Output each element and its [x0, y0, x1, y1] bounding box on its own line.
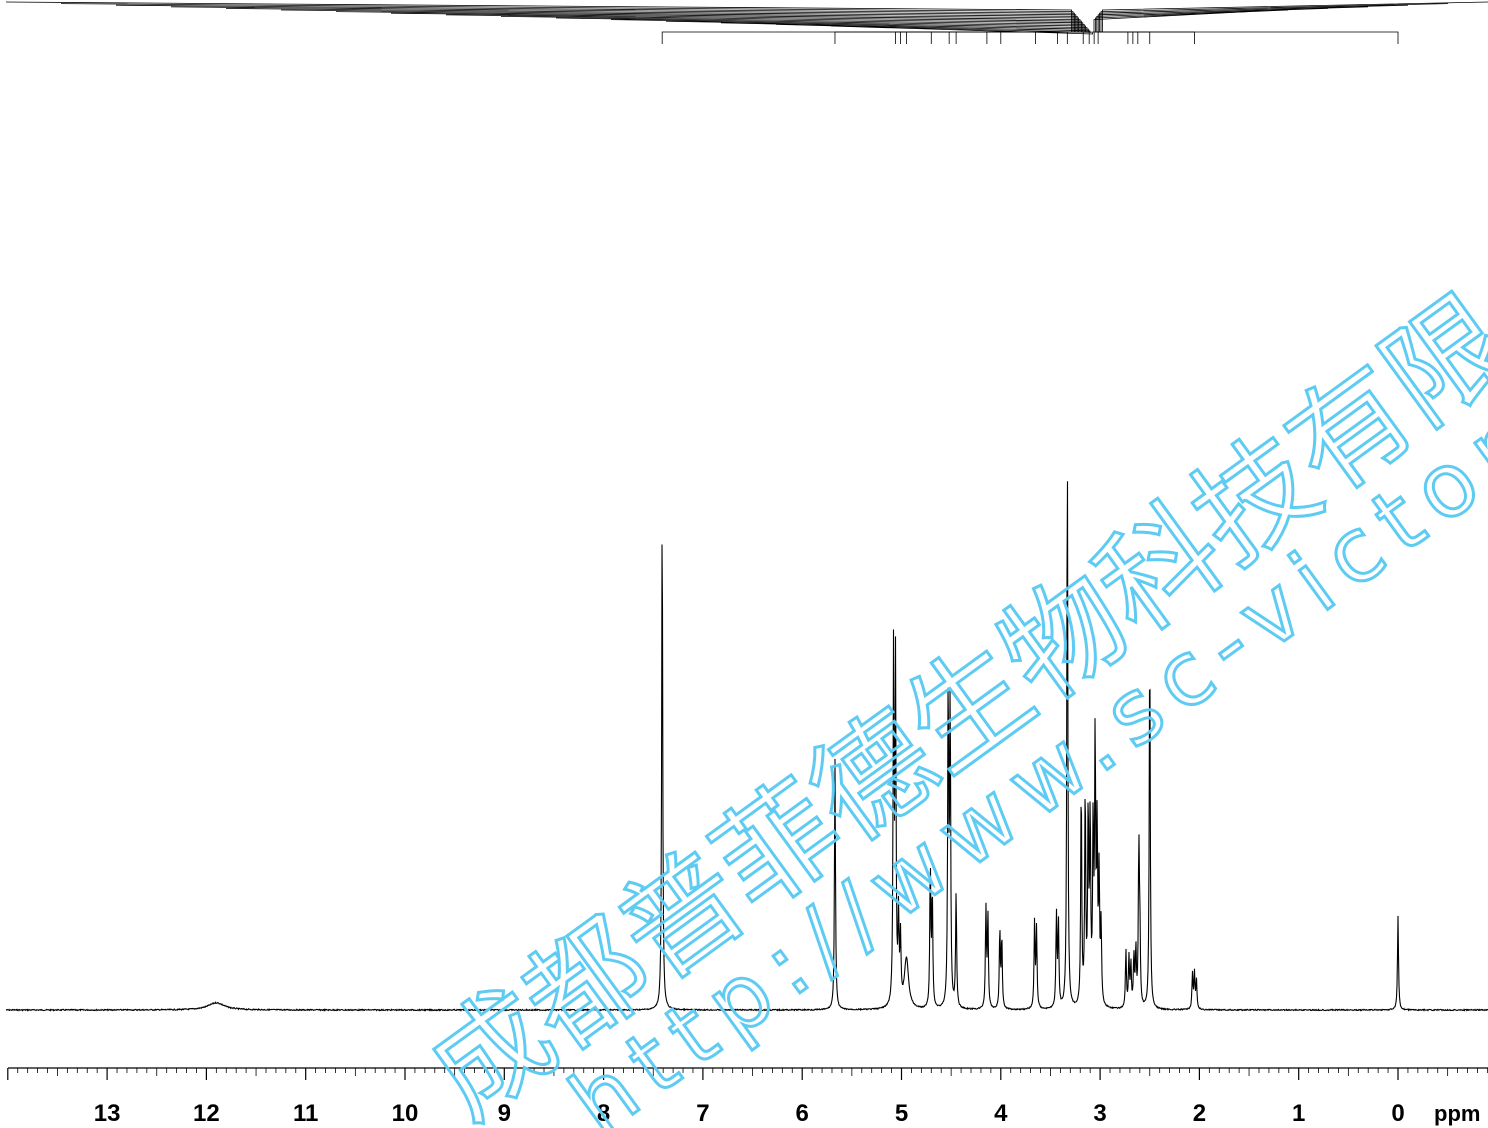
integral-marker [1100, 3, 1449, 44]
x-axis-unit-label: ppm [1434, 1101, 1480, 1126]
x-tick-label: 6 [796, 1100, 809, 1127]
x-tick-label: 12 [193, 1100, 220, 1127]
x-tick-label: 8 [597, 1100, 610, 1127]
integral-marker-lines [5, 1, 1488, 44]
x-tick-label: 0 [1391, 1100, 1404, 1127]
integral-marker [1093, 11, 1249, 44]
integral-marker [1099, 4, 1409, 44]
integral-marker [775, 24, 1092, 44]
spectrum-trace [5, 481, 1488, 1012]
x-tick-label: 13 [94, 1100, 121, 1127]
x-tick-label: 10 [392, 1100, 419, 1127]
integral-marker [665, 20, 1089, 44]
integral-marker [1095, 9, 1289, 44]
x-axis-minor-ticks [17, 1068, 1488, 1076]
x-tick-label: 5 [895, 1100, 908, 1127]
x-tick-label: 4 [994, 1100, 1008, 1127]
x-tick-label: 2 [1193, 1100, 1206, 1127]
x-tick-label: 1 [1292, 1100, 1305, 1127]
x-axis-tick-labels: 13 12 11 10 9 8 7 6 5 4 3 2 1 0 [94, 1100, 1405, 1127]
x-tick-label: 9 [498, 1100, 511, 1127]
integral-marker [1102, 1, 1488, 44]
x-axis-major-ticks [7, 1068, 1399, 1080]
x-axis: 13 12 11 10 9 8 7 6 5 4 3 2 1 0 ppm [7, 1067, 1488, 1127]
x-tick-label: 7 [696, 1100, 709, 1127]
integral-marker [1097, 6, 1369, 44]
x-tick-label: 11 [293, 1100, 318, 1127]
x-tick-label: 3 [1093, 1100, 1106, 1127]
integral-marker [830, 25, 1095, 44]
integral-marker [1096, 8, 1329, 44]
